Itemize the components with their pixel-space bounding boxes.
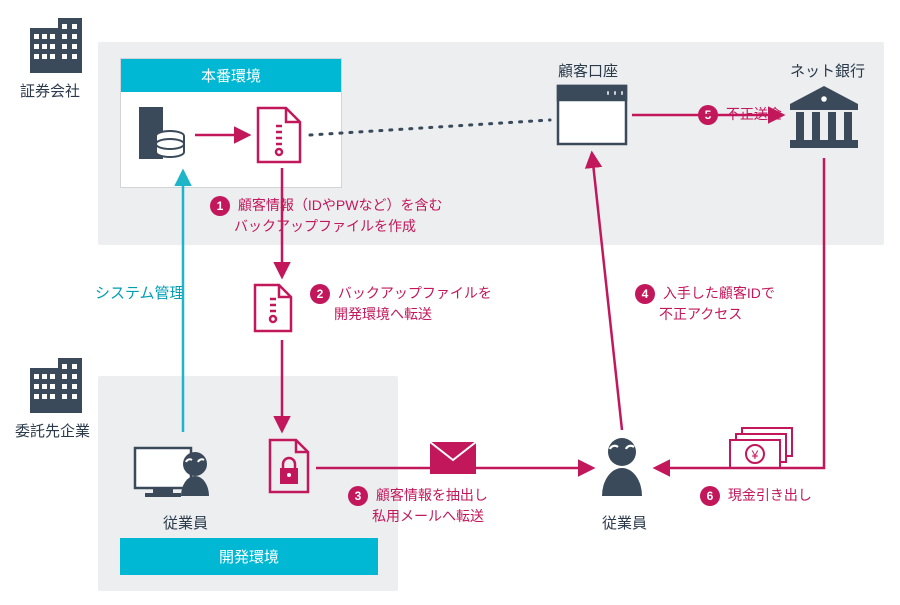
step-1-line2: バックアップファイルを作成 bbox=[234, 218, 416, 234]
step-3: 3 顧客情報を抽出し 私用メールへ転送 bbox=[348, 485, 488, 527]
net-bank-label: ネット銀行 bbox=[790, 60, 865, 81]
development-env-header: 開発環境 bbox=[120, 538, 378, 575]
step-5-text: 不正送金 bbox=[726, 106, 782, 122]
step-6-text: 現金引き出し bbox=[728, 487, 812, 503]
employee2-label: 従業員 bbox=[602, 512, 647, 533]
contractor-label: 委託先企業 bbox=[15, 420, 90, 441]
step-1-line1: 顧客情報（IDやPWなど）を含む bbox=[238, 197, 443, 213]
step-6-badge: 6 bbox=[700, 486, 720, 506]
step-4-line1: 入手した顧客IDで bbox=[663, 285, 775, 301]
production-env-header: 本番環境 bbox=[121, 59, 341, 92]
step-1-badge: 1 bbox=[210, 196, 230, 216]
production-env-box: 本番環境 bbox=[120, 58, 342, 188]
system-management-label: システム管理 bbox=[95, 282, 185, 303]
step-5-badge: 5 bbox=[698, 105, 718, 125]
customer-account-label: 顧客口座 bbox=[558, 60, 618, 81]
step-5: 5 不正送金 bbox=[698, 104, 782, 125]
employee1-label: 従業員 bbox=[163, 512, 208, 533]
step-2: 2 バックアップファイルを 開発環境へ転送 bbox=[310, 283, 492, 325]
step-4-badge: 4 bbox=[635, 284, 655, 304]
building-icon-contractor bbox=[30, 358, 82, 413]
step-6: 6 現金引き出し bbox=[700, 485, 812, 506]
envelope-icon bbox=[430, 442, 476, 474]
step-2-line1: バックアップファイルを bbox=[338, 285, 492, 301]
development-env-box: 開発環境 bbox=[120, 538, 378, 572]
employee-attacker-icon-2 bbox=[602, 438, 642, 496]
step-2-line2: 開発環境へ転送 bbox=[334, 306, 432, 322]
step-3-line1: 顧客情報を抽出し bbox=[376, 487, 488, 503]
step-3-line2: 私用メールへ転送 bbox=[372, 508, 484, 524]
step-3-badge: 3 bbox=[348, 486, 368, 506]
step-1: 1 顧客情報（IDやPWなど）を含む バックアップファイルを作成 bbox=[210, 195, 442, 237]
securities-company-label: 証券会社 bbox=[20, 80, 80, 101]
cash-icon: ¥ bbox=[730, 428, 792, 468]
building-icon-securities bbox=[30, 18, 82, 73]
step-2-badge: 2 bbox=[310, 284, 330, 304]
svg-text:¥: ¥ bbox=[751, 448, 759, 462]
step-4-line2: 不正アクセス bbox=[659, 306, 742, 322]
zip-file-icon-transfer bbox=[255, 285, 291, 331]
step-4: 4 入手した顧客IDで 不正アクセス bbox=[635, 283, 775, 325]
